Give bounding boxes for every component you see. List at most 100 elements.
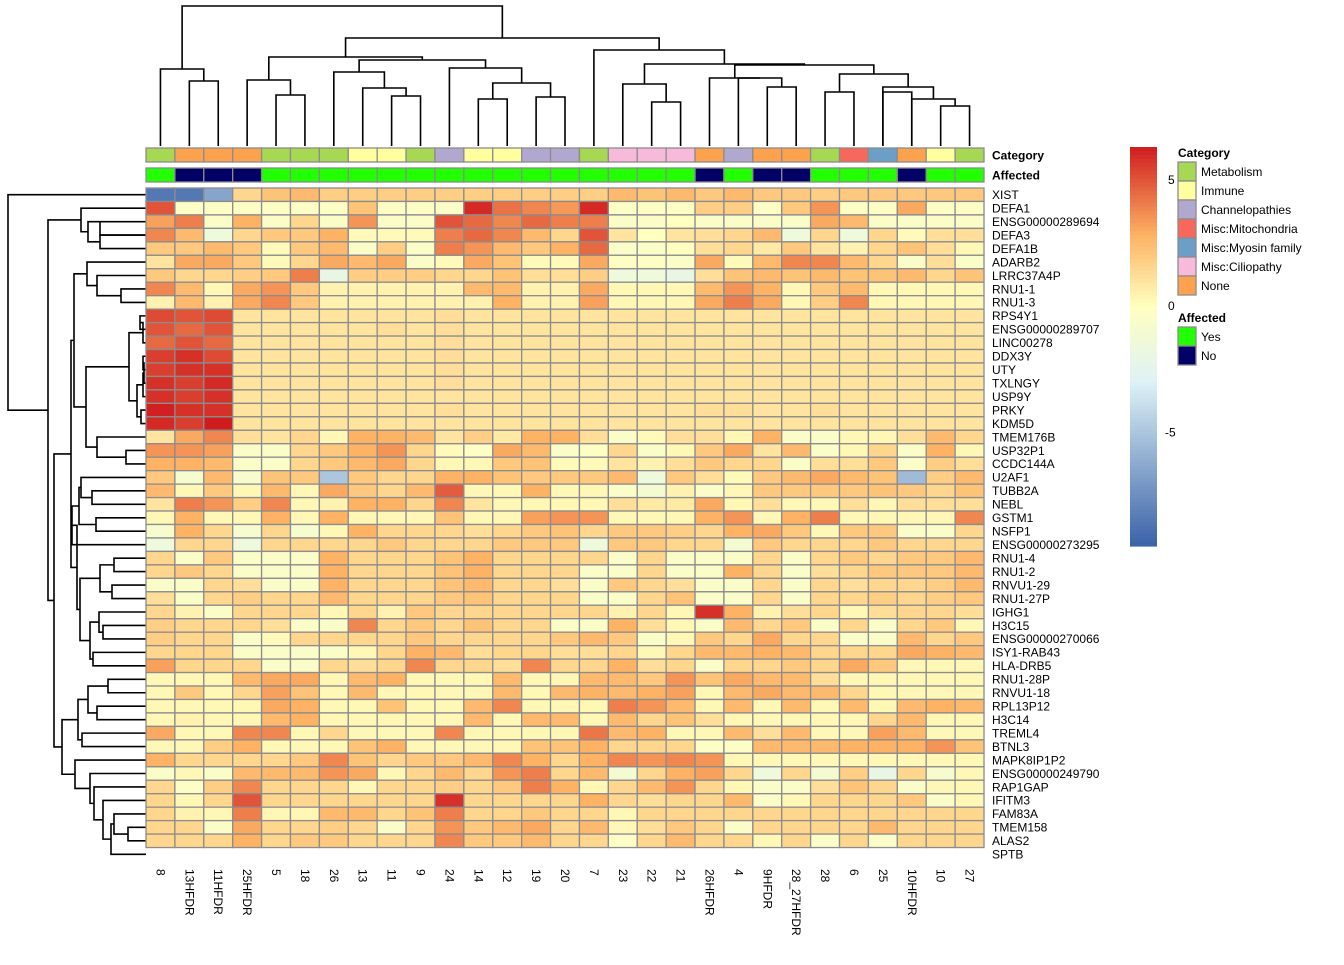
heatmap-cell: [896, 779, 927, 795]
heatmap-cell: [318, 308, 349, 324]
row-label: ADARB2: [992, 255, 1040, 269]
heatmap-cell: [521, 295, 552, 310]
heatmap-cell: [463, 227, 494, 243]
dendrogram-branch: [733, 64, 875, 78]
heatmap-cell: [145, 658, 176, 674]
colorbar-segment: [1130, 394, 1157, 399]
heatmap-cell: [665, 644, 696, 660]
legend-item-label: Misc:Ciliopathy: [1201, 260, 1282, 274]
heatmap-cell: [347, 200, 378, 216]
heatmap-cell: [954, 295, 985, 310]
heatmap-cell: [549, 712, 581, 728]
column-label: 11: [385, 869, 399, 882]
heatmap-cell: [838, 685, 870, 701]
heatmap-cell: [896, 187, 927, 203]
heatmap-cell: [521, 712, 552, 728]
heatmap-cell: [492, 402, 523, 418]
heatmap-cell: [203, 631, 234, 647]
heatmap-cell: [174, 241, 205, 256]
heatmap-cell: [752, 456, 783, 472]
heatmap-cell: [838, 483, 870, 499]
heatmap-cell: [145, 402, 176, 418]
heatmap-cell: [203, 725, 234, 741]
heatmap-cell: [405, 550, 436, 566]
heatmap-cell: [665, 631, 696, 647]
heatmap-cell: [809, 295, 841, 310]
heatmap-cell: [289, 564, 321, 579]
heatmap-cell: [376, 348, 407, 364]
heatmap-cell: [954, 214, 985, 230]
heatmap-cell: [838, 335, 870, 351]
heatmap-cell: [232, 833, 263, 849]
heatmap-cell: [521, 591, 552, 606]
colorbar-segment: [1130, 162, 1157, 168]
row-label: ISY1-RAB43: [992, 646, 1060, 660]
heatmap-cell: [549, 725, 581, 741]
heatmap-cell: [260, 658, 292, 674]
heatmap-cell: [838, 671, 870, 687]
heatmap-cell: [203, 241, 234, 256]
heatmap-cell: [867, 295, 898, 310]
colorbar-segment: [1130, 502, 1157, 507]
heatmap-cell: [723, 577, 754, 593]
colorbar-segment: [1130, 274, 1157, 280]
legend-swatch: [1177, 161, 1197, 182]
heatmap-cell: [578, 268, 609, 283]
dendrogram-branch: [93, 786, 146, 821]
category-annotation-cell: [289, 147, 321, 163]
affected-annotation-cell: [896, 167, 927, 183]
heatmap-cell: [752, 779, 783, 795]
heatmap-cell: [925, 241, 956, 256]
heatmap-cell: [867, 402, 898, 418]
heatmap-cell: [203, 793, 234, 808]
heatmap-cell: [838, 564, 870, 579]
heatmap-cell: [405, 470, 436, 485]
heatmap-cell: [723, 389, 754, 405]
heatmap-cell: [578, 375, 609, 391]
heatmap-cell: [896, 550, 927, 566]
colorbar-segment: [1130, 234, 1157, 240]
heatmap-cell: [607, 295, 638, 310]
heatmap-cell: [578, 241, 609, 256]
heatmap-cell: [665, 712, 696, 728]
dendrogram-branch: [358, 59, 487, 72]
heatmap-cell: [896, 429, 927, 445]
heatmap-cell: [723, 550, 754, 566]
heatmap-cell: [723, 227, 754, 243]
heatmap-cell: [954, 402, 985, 418]
heatmap-cell: [174, 712, 205, 728]
heatmap-cell: [925, 402, 956, 418]
heatmap-cell: [896, 604, 927, 620]
row-label: BTNL3: [992, 740, 1030, 754]
dendrogram-branch: [390, 95, 422, 146]
heatmap-cell: [203, 591, 234, 606]
legend-swatch: [1177, 256, 1197, 277]
heatmap-cell: [260, 725, 292, 741]
heatmap-cell: [781, 604, 812, 620]
heatmap-cell: [954, 779, 985, 795]
heatmap-cell: [752, 281, 783, 297]
heatmap-cell: [665, 187, 696, 203]
heatmap-cell: [694, 698, 725, 714]
heatmap-cell: [694, 214, 725, 230]
heatmap-cell: [867, 375, 898, 391]
heatmap-cell: [434, 591, 465, 606]
heatmap-cell: [665, 483, 696, 499]
dendrogram-branch: [87, 685, 108, 714]
colorbar-segment: [1130, 342, 1157, 348]
heatmap-cell: [896, 200, 927, 216]
heatmap-cell: [405, 806, 436, 822]
heatmap-cell: [781, 241, 812, 256]
heatmap-cell: [896, 766, 927, 781]
heatmap-cell: [752, 806, 783, 822]
heatmap-cell: [289, 402, 321, 418]
heatmap-cell: [434, 523, 465, 539]
heatmap-cell: [232, 752, 263, 768]
heatmap-cell: [492, 644, 523, 660]
heatmap-cell: [347, 523, 378, 539]
heatmap-cell: [694, 496, 725, 512]
heatmap-cell: [289, 604, 321, 620]
heatmap-cell: [434, 496, 465, 512]
heatmap-cell: [549, 523, 581, 539]
heatmap-cell: [463, 456, 494, 472]
